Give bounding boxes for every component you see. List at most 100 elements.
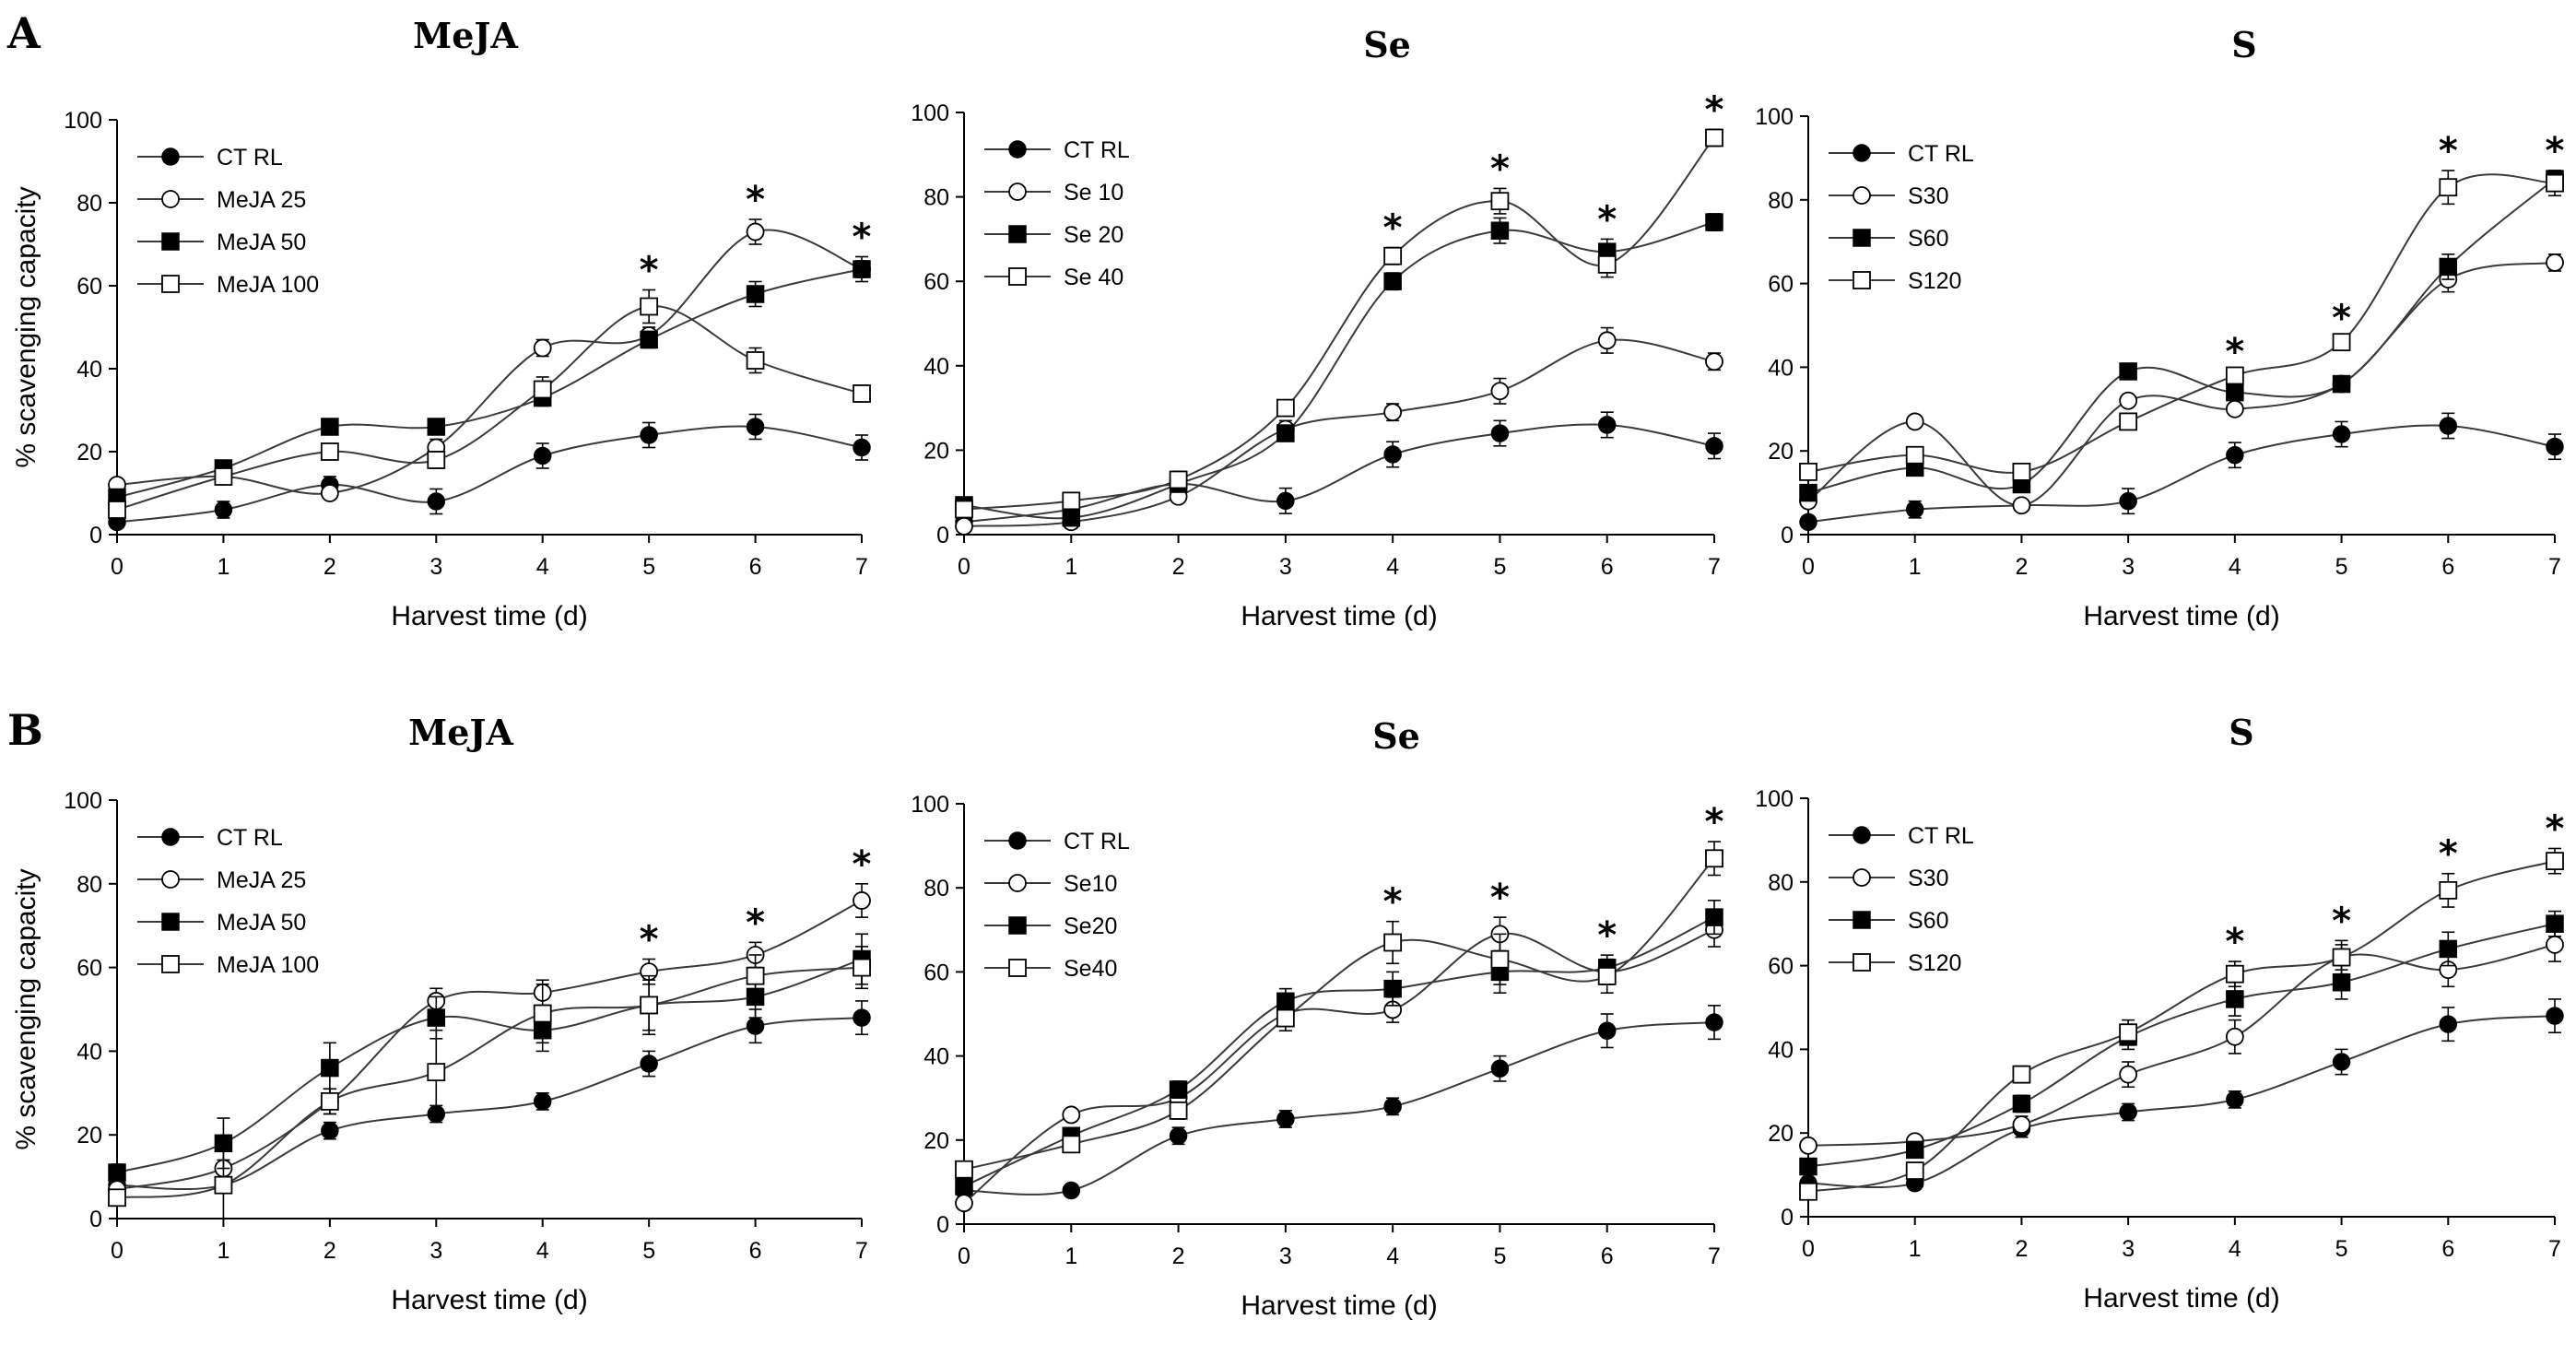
chart-0-1-series-se-40-point-7	[1705, 128, 1723, 147]
chart-1-1-sig-star-day-5: *	[1490, 877, 1510, 919]
chart-0-1-legend-se-10-label: Se 10	[1064, 180, 1123, 206]
chart-0-1-title: Se	[1363, 24, 1411, 65]
chart-0-2-series-s120-point-1	[1905, 445, 1924, 465]
chart-0-1-series-se-40-point-6	[1597, 254, 1617, 274]
chart-1-0-series-meja-25-point-7	[853, 891, 871, 910]
chart-0-0-series-ct-rl-point-7	[853, 438, 871, 457]
chart-1-2-legend-ct-rl-marker	[1853, 826, 1871, 844]
chart-1-1-series-se20-point-4	[1383, 979, 1402, 998]
chart-0-0-series-meja-100-line	[116, 305, 863, 511]
chart-0-2-series-s60-point-3	[2119, 362, 2137, 381]
chart-0-2-series-ct-rl-point-4	[2226, 445, 2244, 465]
chart-1-2-sig-star-day-7: *	[2546, 807, 2565, 850]
chart-0-2-series-ct-rl-point-7	[2546, 437, 2564, 456]
chart-0-1-sig-star-day-4: *	[1383, 207, 1403, 250]
chart-1-2-series-s120-group	[1799, 847, 2564, 1201]
chart-1-0-xtick-label-1: 1	[217, 1238, 229, 1264]
chart-0-2-xtick-label-3: 3	[2122, 554, 2135, 580]
chart-0-0-xtick-label-7: 7	[855, 554, 868, 580]
chart-0-1-sig-star-day-5: *	[1490, 147, 1510, 190]
chart-0-1-group: Se 0 20 40 60 80 100 0 1 2 3 4 5 6 7 Harvest time (d) * *…	[911, 24, 1723, 631]
chart-0-1-series-se-10-point-6	[1597, 331, 1617, 350]
chart-1-1-xtick-label-5: 5	[1493, 1243, 1506, 1269]
chart-1-2-series-ct-rl-point-5	[2332, 1053, 2351, 1071]
chart-0-1-series-se-40-point-4	[1383, 246, 1403, 265]
chart-0-0-group: MeJA 0 20 40 60 80 100 0 1 2 3 4 5 6 7 Harvest time (d)…	[11, 15, 872, 631]
chart-0-2-series-ct-rl-point-1	[1905, 501, 1924, 519]
chart-0-1-legend-se-20-marker	[1008, 225, 1027, 243]
chart-0-0-xtick-label-2: 2	[323, 554, 336, 580]
chart-1-1-series-ct-rl-point-6	[1597, 1021, 1617, 1040]
chart-0-0-series-meja-100-point-5	[640, 297, 659, 316]
chart-1-0-series-ct-rl-point-6	[746, 1017, 765, 1035]
chart-0-0-title: MeJA	[413, 15, 518, 56]
chart-1-0-ytick-label-20: 20	[76, 1123, 102, 1149]
chart-0-2-series-s120-point-4	[2225, 366, 2244, 385]
chart-0-2-xtick-label-1: 1	[1909, 554, 1922, 580]
chart-0-2-series-s120-point-6	[2439, 178, 2458, 197]
chart-0-0-legend-ct-rl-marker	[161, 147, 180, 166]
chart-1-2-series-s120-point-6	[2439, 880, 2458, 900]
chart-0-2-sig-star-day-7: *	[2546, 130, 2565, 172]
chart-0-2-series-s30-line	[1807, 261, 2556, 507]
chart-1-0-legend-meja-100-label: MeJA 100	[217, 952, 319, 978]
chart-1-1-series-ct-rl-point-7	[1705, 1013, 1723, 1031]
chart-0-2-ytick-label-0: 0	[1781, 523, 1794, 548]
chart-1-1-sig-star-day-7: *	[1705, 801, 1724, 843]
chart-0-1-series-ct-rl-point-4	[1383, 445, 1402, 464]
chart-1-2-series-s120-point-2	[2012, 1065, 2031, 1084]
chart-0-0-legend-meja-25-marker	[161, 190, 180, 208]
chart-1-1-ytick-label-80: 80	[923, 876, 949, 901]
chart-1-2-title: S	[2229, 712, 2253, 753]
chart-1-2-xlabel: Harvest time (d)	[2083, 1283, 2279, 1314]
chart-1-1-series-se40-point-4	[1383, 933, 1403, 952]
chart-0-0-series-meja-100-point-1	[214, 467, 233, 486]
chart-0-1-xtick-label-0: 0	[958, 554, 970, 580]
chart-1-0-series-meja-100-point-6	[746, 966, 765, 985]
chart-0-1-series-se-20-point-5	[1490, 221, 1510, 240]
chart-1-1-series-ct-rl-point-4	[1383, 1097, 1402, 1116]
chart-1-0-series-meja-100-point-7	[853, 958, 871, 977]
chart-1-1-series-se20-line	[963, 916, 1715, 1187]
chart-1-1-series-se40-point-7	[1705, 849, 1723, 868]
chart-1-2-series-s60-point-4	[2226, 990, 2244, 1008]
chart-1-1-xtick-label-0: 0	[958, 1243, 970, 1269]
chart-1-1-group: Se 0 20 40 60 80 100 0 1 2 3 4 5 6 7 Harvest time (d) * *…	[911, 715, 1723, 1321]
chart-0-1-xtick-label-7: 7	[1708, 554, 1721, 580]
chart-0-1-series-se-20-point-7	[1705, 213, 1723, 231]
chart-0-1-series-ct-rl-line	[963, 423, 1715, 524]
chart-1-1-legend-se10-label: Se10	[1064, 871, 1117, 897]
chart-1-1-series-ct-rl-point-2	[1169, 1126, 1188, 1145]
chart-1-2-series-ct-rl-group	[1799, 998, 2564, 1193]
chart-1-0-legend-meja-25-label: MeJA 25	[217, 867, 306, 893]
chart-1-2-legend-s60-label: S60	[1908, 908, 1948, 934]
chart-1-2-series-s30-line	[1807, 943, 2556, 1147]
chart-1-2-xtick-label-0: 0	[1802, 1236, 1815, 1262]
chart-1-0-group: MeJA 0 20 40 60 80 100 0 1 2 3 4 5 6 7 Harvest time (d)…	[11, 712, 872, 1315]
chart-0-1-ytick-label-20: 20	[923, 438, 949, 464]
chart-1-1-xtick-label-1: 1	[1065, 1243, 1077, 1269]
chart-0-1-series-se-10-point-4	[1383, 403, 1403, 422]
chart-1-0-series-meja-50-point-3	[427, 1008, 446, 1027]
chart-1-2-legend-s60-marker	[1853, 911, 1871, 929]
chart-1-2-series-s120-point-5	[2332, 948, 2351, 967]
chart-0-0-series-meja-100-point-2	[320, 442, 339, 461]
chart-1-0-legend-meja-50-label: MeJA 50	[217, 910, 306, 936]
chart-0-0-series-meja-50-point-3	[427, 418, 446, 436]
chart-0-2-legend-s60-marker	[1853, 229, 1871, 247]
chart-1-1-series-se40-point-1	[1062, 1135, 1081, 1154]
chart-1-0-ytick-label-40: 40	[76, 1039, 102, 1065]
chart-0-2-legend-ct-rl-marker	[1853, 144, 1871, 162]
chart-0-1-ytick-label-60: 60	[923, 269, 949, 295]
chart-1-2-series-s60-point-6	[2439, 939, 2458, 959]
chart-0-2-sig-star-day-4: *	[2225, 331, 2244, 373]
chart-1-2-series-s30-point-3	[2119, 1065, 2138, 1084]
chart-0-1-xtick-label-6: 6	[1601, 554, 1614, 580]
chart-1-2-sig-star-day-5: *	[2332, 900, 2351, 942]
chart-0-2-ytick-label-20: 20	[1768, 439, 1794, 465]
chart-1-0-legend-meja-50-marker	[161, 913, 180, 931]
chart-0-2-series-s120-point-5	[2332, 333, 2351, 352]
chart-1-2-xtick-label-2: 2	[2015, 1236, 2028, 1262]
chart-1-0-series-ct-rl-point-2	[321, 1121, 339, 1140]
